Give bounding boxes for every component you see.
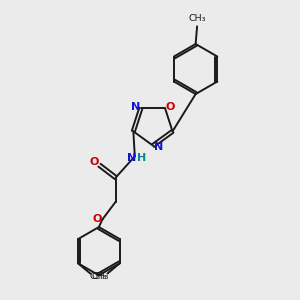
Text: O: O	[166, 102, 175, 112]
Text: O: O	[89, 157, 99, 167]
Text: CH₃: CH₃	[91, 272, 109, 281]
Text: N: N	[131, 102, 140, 112]
Text: O: O	[92, 214, 102, 224]
Text: CH₃: CH₃	[89, 272, 107, 281]
Text: N: N	[154, 142, 163, 152]
Text: N: N	[127, 153, 136, 163]
Text: CH₃: CH₃	[188, 14, 206, 23]
Text: H: H	[137, 153, 146, 163]
